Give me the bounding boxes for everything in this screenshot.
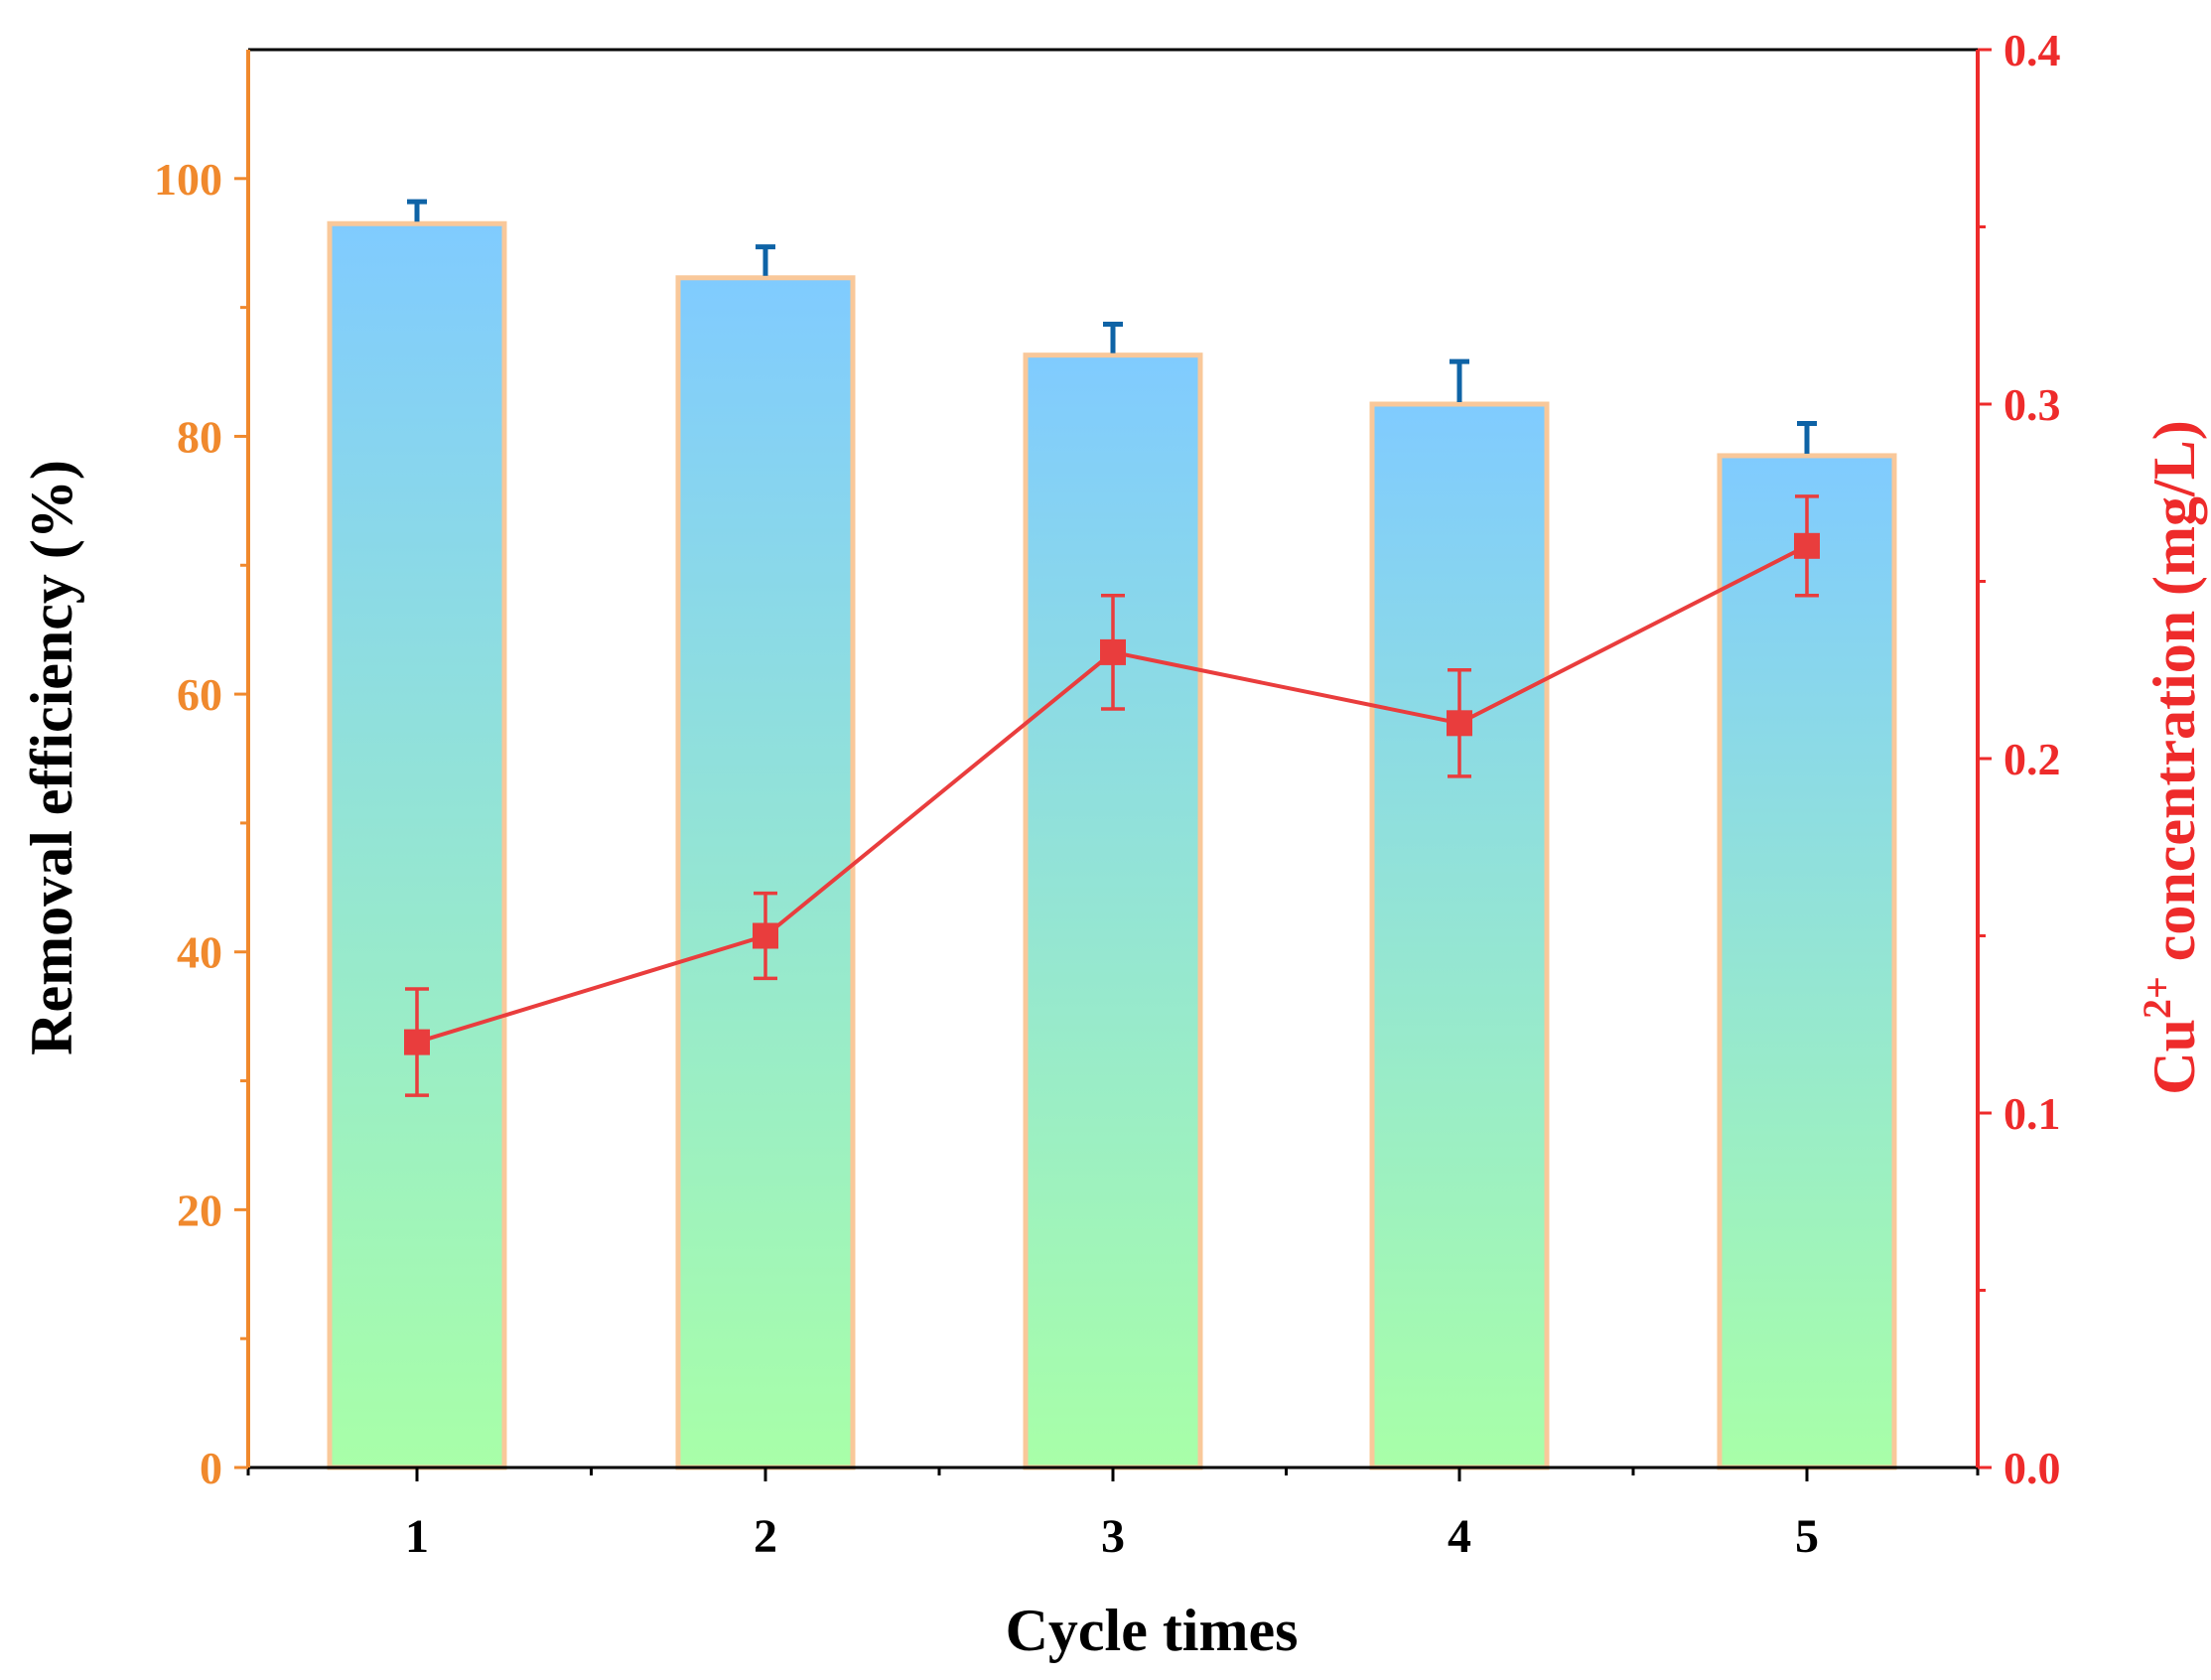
right-tick-label: 0.3: [2004, 379, 2061, 430]
axes-layer: 1 2 3 4 5 0 20 40 60 80 100 0.0 0.1 0.2 0.3 0.4: [154, 25, 2061, 1563]
x-axis-title: Cycle times: [1006, 1598, 1299, 1663]
right-axis-title-suffix: concentration (mg/L): [2142, 420, 2207, 976]
x-tick-label: 4: [1448, 1510, 1471, 1563]
point-marker-3: [1100, 638, 1126, 665]
bar-cycle-2: [675, 275, 856, 1470]
right-axis-title-prefix: Cu: [2142, 1019, 2207, 1095]
point-marker-5: [1794, 532, 1820, 559]
line-layer: [404, 494, 1820, 1097]
x-tick-label: 1: [405, 1510, 429, 1563]
right-tick-label: 0.0: [2004, 1443, 2061, 1493]
x-tick-label: 5: [1795, 1510, 1819, 1563]
left-tick-label: 80: [177, 411, 222, 462]
bars-layer: [327, 199, 1897, 1470]
right-tick-label: 0.4: [2004, 25, 2061, 75]
right-tick-label: 0.1: [2004, 1088, 2061, 1139]
right-axis-title: Cu2+ concentration (mg/L): [2135, 420, 2207, 1094]
point-marker-4: [1447, 710, 1472, 737]
left-tick-label: 20: [177, 1185, 222, 1235]
left-tick-label: 40: [177, 927, 222, 978]
bar-cycle-4: [1369, 401, 1550, 1470]
x-tick-label: 3: [1101, 1510, 1125, 1563]
left-axis-title: Removal efficiency (%): [19, 460, 84, 1055]
point-marker-2: [753, 922, 778, 949]
left-tick-label: 100: [154, 154, 222, 205]
right-tick-label: 0.2: [2004, 734, 2061, 784]
left-tick-label: 0: [200, 1443, 222, 1493]
point-marker-1: [404, 1029, 430, 1055]
right-axis-title-sup: 2+: [2135, 976, 2179, 1019]
bar-cycle-3: [1023, 352, 1203, 1470]
bar-cycle-1: [327, 220, 507, 1470]
labels-layer: Cycle times Removal efficiency (%) Cu2+ …: [19, 420, 2207, 1663]
bar-cycle-5: [1717, 453, 1897, 1470]
x-tick-label: 2: [754, 1510, 777, 1563]
left-tick-label: 60: [177, 669, 222, 720]
